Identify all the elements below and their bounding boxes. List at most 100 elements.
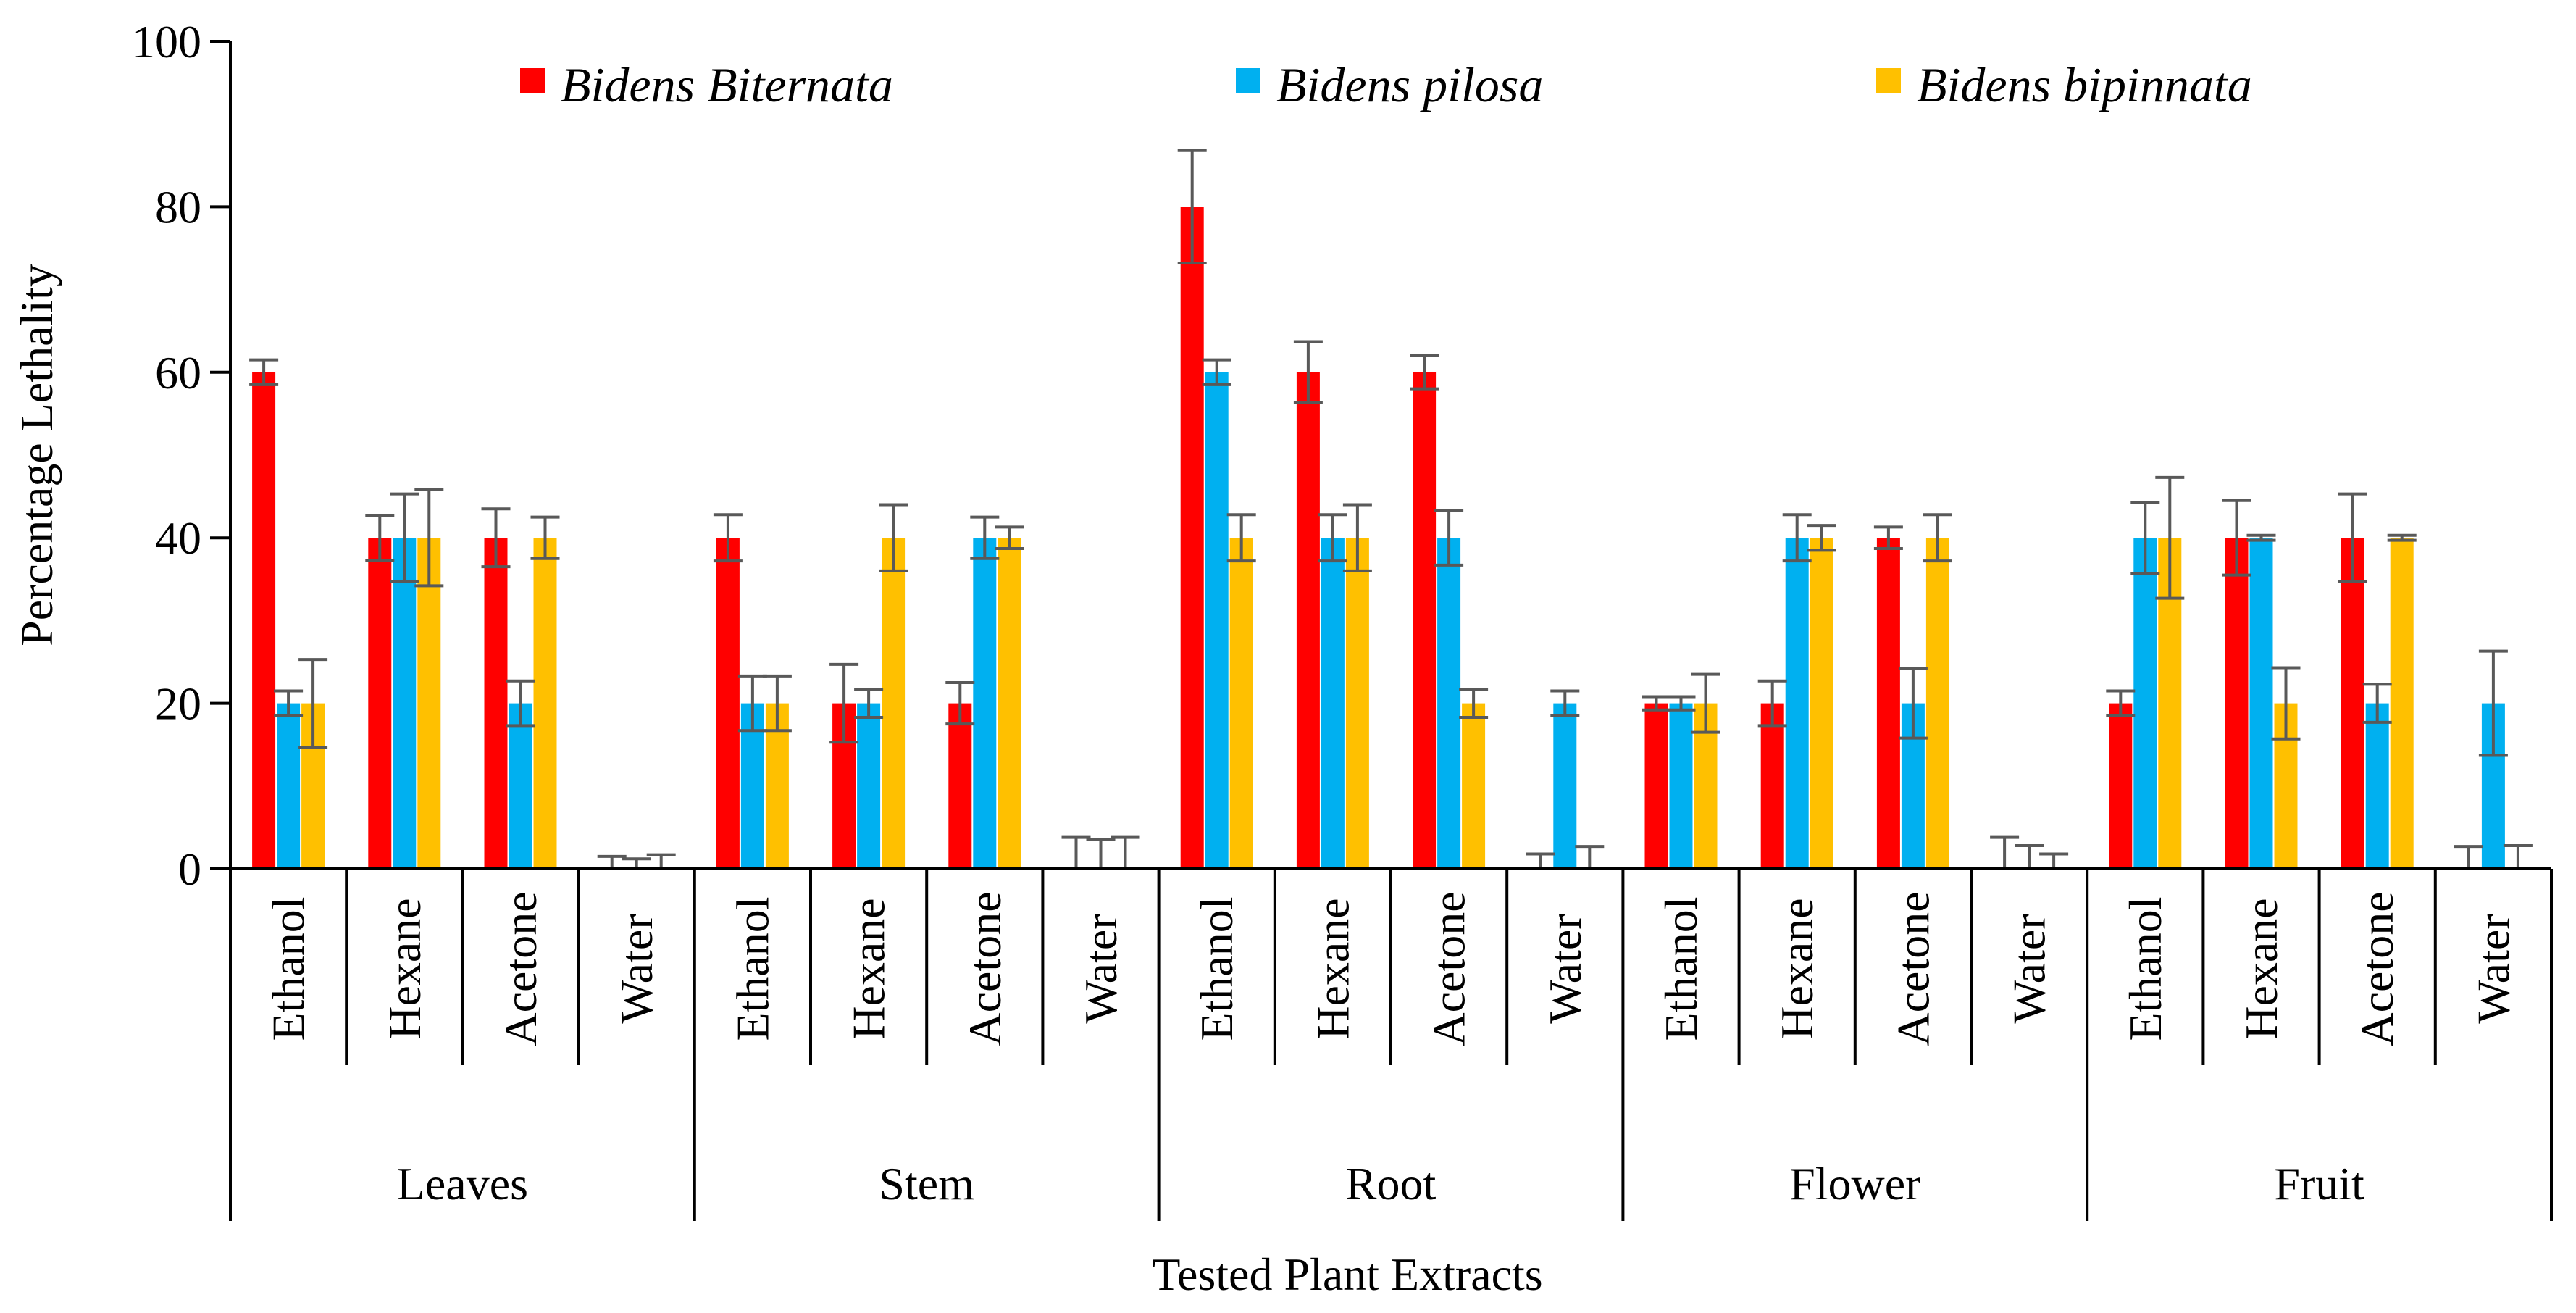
error-bar [1111, 835, 1140, 869]
bar [2390, 538, 2414, 869]
bars-layer [252, 207, 2505, 869]
error-bar [481, 507, 511, 569]
y-tick-label: 20 [155, 678, 201, 730]
error-bar [597, 854, 627, 869]
error-bar [365, 514, 395, 562]
x-category-label: Ethanol [1191, 896, 1242, 1041]
error-bar [530, 515, 560, 560]
bar [417, 538, 441, 869]
error-bars-layer [249, 149, 2533, 869]
x-category-label: Water [1539, 914, 1591, 1023]
x-category-label: Water [2467, 914, 2519, 1023]
bar [1876, 538, 1900, 869]
error-bar [622, 857, 651, 869]
bar [2341, 538, 2364, 869]
bar [393, 538, 417, 869]
bar [857, 703, 881, 869]
error-bar [1086, 838, 1116, 869]
legend-item: Bidens Biternata [520, 57, 893, 112]
error-bar [2387, 533, 2417, 542]
x-category-label: Ethanol [1655, 896, 1707, 1041]
bar [533, 538, 557, 869]
error-bar [762, 674, 792, 733]
x-category-label: Hexane [843, 898, 895, 1039]
x-group-labels: Leaves Stem Root Flower Fruit [397, 1158, 2364, 1209]
x-category-label: Hexane [1307, 898, 1358, 1039]
x-group-label: Fruit [2274, 1158, 2364, 1209]
error-bar [506, 679, 535, 728]
error-bar [2454, 845, 2483, 869]
legend-label: Bidens pilosa [1276, 57, 1543, 112]
bar [277, 703, 301, 869]
error-bar [1202, 358, 1231, 386]
error-bar [390, 492, 419, 583]
error-bar [945, 681, 975, 726]
bar [1229, 538, 1253, 869]
y-axis-title: Percentage Lethality [11, 264, 62, 646]
error-bar [1526, 852, 1555, 869]
error-bar [1318, 513, 1347, 563]
error-bar [2271, 666, 2301, 741]
error-bar [1807, 524, 1836, 552]
bar [1760, 703, 1784, 869]
error-bar [2106, 689, 2136, 717]
x-category-label: Ethanol [727, 896, 778, 1041]
error-bar [1666, 695, 1696, 712]
bar [1413, 372, 1437, 869]
x-group-label: Stem [879, 1158, 974, 1209]
error-bar [1434, 509, 1464, 567]
error-bar [274, 689, 304, 717]
error-bar [2130, 501, 2160, 575]
bar [1810, 538, 1833, 869]
error-bar [1642, 695, 1671, 712]
bar [1321, 538, 1345, 869]
error-bar [2338, 492, 2367, 583]
bar [1785, 538, 1809, 869]
bar [509, 703, 532, 869]
bar [252, 372, 276, 869]
legend-label: Bidens bipinnata [1917, 57, 2252, 112]
bar [484, 538, 508, 869]
bar [2225, 538, 2249, 869]
bar [368, 538, 392, 869]
bar [1205, 372, 1229, 869]
error-bar [1873, 525, 1903, 551]
error-bar [2222, 499, 2251, 577]
bar [2249, 538, 2273, 869]
x-category-label: Ethanol [263, 896, 314, 1041]
error-bar [1410, 354, 1439, 391]
error-bar [2015, 844, 2044, 869]
bar [998, 538, 1021, 869]
y-tick-label: 60 [155, 347, 201, 399]
x-category-label: Acetone [495, 891, 546, 1046]
bar [2133, 538, 2157, 869]
bar [948, 703, 972, 869]
error-bar [713, 513, 743, 563]
x-category-label: Acetone [2351, 891, 2403, 1046]
error-bar [879, 503, 908, 572]
error-bar [1923, 513, 1952, 563]
y-tick-label: 40 [155, 512, 201, 564]
x-category-label: Acetone [1887, 891, 1939, 1046]
legend-swatch [520, 68, 545, 93]
error-bar [737, 674, 767, 733]
x-category-label: Water [611, 914, 662, 1023]
error-bar [1177, 149, 1207, 265]
error-bar [1342, 503, 1372, 572]
bar [1644, 703, 1668, 869]
x-group-label: Leaves [397, 1158, 528, 1209]
bar [1669, 703, 1693, 869]
error-bar [2155, 475, 2185, 600]
x-category-label: Water [2004, 914, 2055, 1023]
error-bar [1575, 845, 1605, 869]
error-bar [646, 853, 676, 869]
legend-label: Bidens Biternata [561, 57, 893, 112]
error-bar [854, 688, 884, 720]
error-bar [970, 515, 1000, 560]
legend-swatch [1236, 68, 1260, 93]
bar [1437, 538, 1461, 869]
x-category-label: Acetone [959, 891, 1011, 1046]
x-category-label: Acetone [1423, 891, 1475, 1046]
error-bar [1757, 679, 1787, 728]
